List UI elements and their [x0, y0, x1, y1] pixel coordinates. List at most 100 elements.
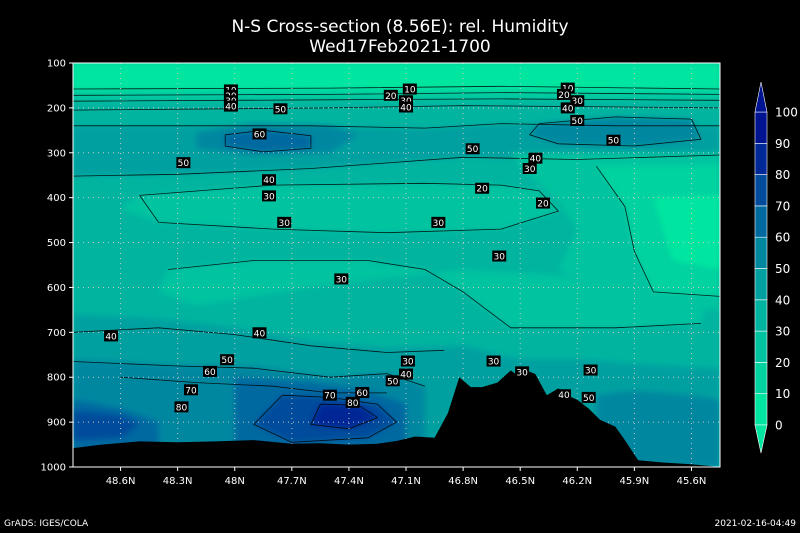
colorbar-segment	[754, 143, 768, 175]
y-tick-label: 300	[47, 148, 66, 159]
colorbar-segment	[754, 174, 768, 207]
x-axis: 48.6N 48.3N 48N 47.7N 47.4N 47.1N 46.8N 46.5N 46…	[106, 467, 706, 487]
contour-label-text: 20	[385, 92, 397, 102]
contour-label-text: 50	[467, 145, 479, 155]
contour-label-text: 30	[263, 192, 275, 202]
contour-label-text: 30	[524, 165, 536, 175]
x-tick-label: 48N	[225, 476, 245, 487]
contour-label-text: 30	[433, 219, 445, 229]
contour-label: 30	[400, 355, 415, 368]
colorbar-label: 60	[775, 231, 790, 245]
contour-label: 60	[355, 386, 370, 399]
colorbar-label: 20	[775, 356, 790, 370]
y-tick-label: 400	[47, 193, 66, 204]
contour-label-text: 40	[225, 103, 237, 113]
contour-line	[253, 394, 398, 443]
x-tick-label: 47.1N	[391, 476, 421, 487]
x-tick-label: 45.9N	[619, 476, 649, 487]
footer-credit: GrADS: IGES/COLA	[4, 519, 89, 529]
y-tick-label: 800	[47, 373, 66, 384]
x-tick-label: 46.8N	[448, 476, 478, 487]
colorbar-label: 30	[775, 325, 790, 339]
contour-label: 30	[431, 216, 446, 229]
colorbar-segment	[754, 236, 768, 269]
contour-label-text: 30	[585, 367, 597, 377]
contour-label-text: 30	[516, 368, 528, 378]
contour-label: 30	[334, 273, 349, 285]
x-tick-label: 47.4N	[334, 476, 364, 487]
contour-label: 80	[174, 401, 189, 413]
contour-label-text: 20	[476, 185, 488, 195]
contour-label: 40	[262, 174, 277, 186]
contour-label-text: 40	[400, 103, 412, 113]
contour-label-text: 50	[221, 356, 233, 366]
contour-label: 80	[345, 396, 360, 409]
contour-label: 50	[385, 375, 400, 387]
contour-label-text: 40	[254, 329, 266, 339]
contour-label: 30	[570, 95, 585, 107]
contour-label-text: 30	[336, 275, 348, 285]
colorbar-label: 50	[775, 262, 790, 276]
colorbar-label: 90	[775, 137, 790, 151]
y-tick-label: 200	[47, 103, 66, 114]
humidity-region	[120, 183, 559, 233]
humidity-region	[73, 63, 720, 89]
contour-label-text: 30	[572, 97, 584, 107]
contour-label: 70	[183, 384, 198, 396]
contour-label-text: 50	[387, 377, 399, 387]
contour-label: 10	[402, 83, 417, 96]
contour-label: 30	[583, 364, 598, 377]
contour-label-text: 40	[562, 104, 574, 114]
contour-label-text: 70	[324, 392, 336, 402]
y-tick-label: 500	[47, 238, 66, 249]
contour-label-text: 40	[530, 155, 542, 165]
contour-label: 30	[262, 190, 277, 202]
humidity-region	[73, 410, 140, 441]
contour-label: 40	[104, 330, 119, 342]
contour-label-text: 40	[263, 176, 275, 186]
contour-label-text: 30	[278, 219, 290, 229]
contour-label-text: 30	[402, 358, 414, 368]
contour-label-text: 40	[400, 371, 412, 381]
contour-label: 20	[536, 197, 551, 210]
colorbar-segment	[754, 268, 768, 301]
contour-label: 50	[570, 114, 585, 127]
contour-label: 60	[203, 365, 218, 378]
contour-line	[595, 165, 720, 297]
humidity-region	[310, 404, 378, 429]
contour-label: 40	[560, 102, 575, 114]
contour-line	[73, 123, 720, 129]
colorbar-segment	[754, 362, 768, 394]
contour-label: 40	[556, 389, 571, 401]
footer-timestamp: 2021-02-16-04:49	[714, 519, 797, 529]
colorbar-label: 100	[775, 106, 798, 120]
contour-label-text: 40	[558, 391, 570, 401]
contour-label: 40	[223, 100, 238, 113]
colorbar-segment	[754, 205, 768, 238]
colorbar-segment	[754, 330, 768, 363]
contour-label-text: 60	[254, 130, 266, 140]
contour-label-text: 20	[558, 91, 570, 101]
plot-frame	[72, 62, 721, 468]
colorbar-segment	[754, 393, 768, 426]
contour-line	[529, 116, 702, 147]
contour-label: 30	[492, 250, 507, 263]
contour-label-text: 50	[178, 159, 190, 169]
humidity-region	[653, 195, 720, 270]
contour-label-text: 50	[608, 137, 620, 147]
y-tick-label: 700	[47, 328, 66, 339]
contour-label-text: 80	[347, 399, 359, 409]
contour-label: 50	[273, 103, 288, 115]
contour-label-text: 10	[404, 86, 416, 96]
contour-line	[168, 260, 702, 329]
contour-label-text: 80	[176, 403, 188, 413]
colorbar-label: 10	[775, 387, 790, 401]
contour-label-text: 50	[583, 394, 595, 404]
contour-label-text: 20	[537, 200, 549, 210]
colorbar-label: 80	[775, 168, 790, 182]
colorbar-low-arrow	[754, 424, 768, 454]
contour-line	[139, 182, 560, 234]
contour-label: 60	[252, 128, 267, 140]
x-tick-label: 48.3N	[163, 476, 193, 487]
